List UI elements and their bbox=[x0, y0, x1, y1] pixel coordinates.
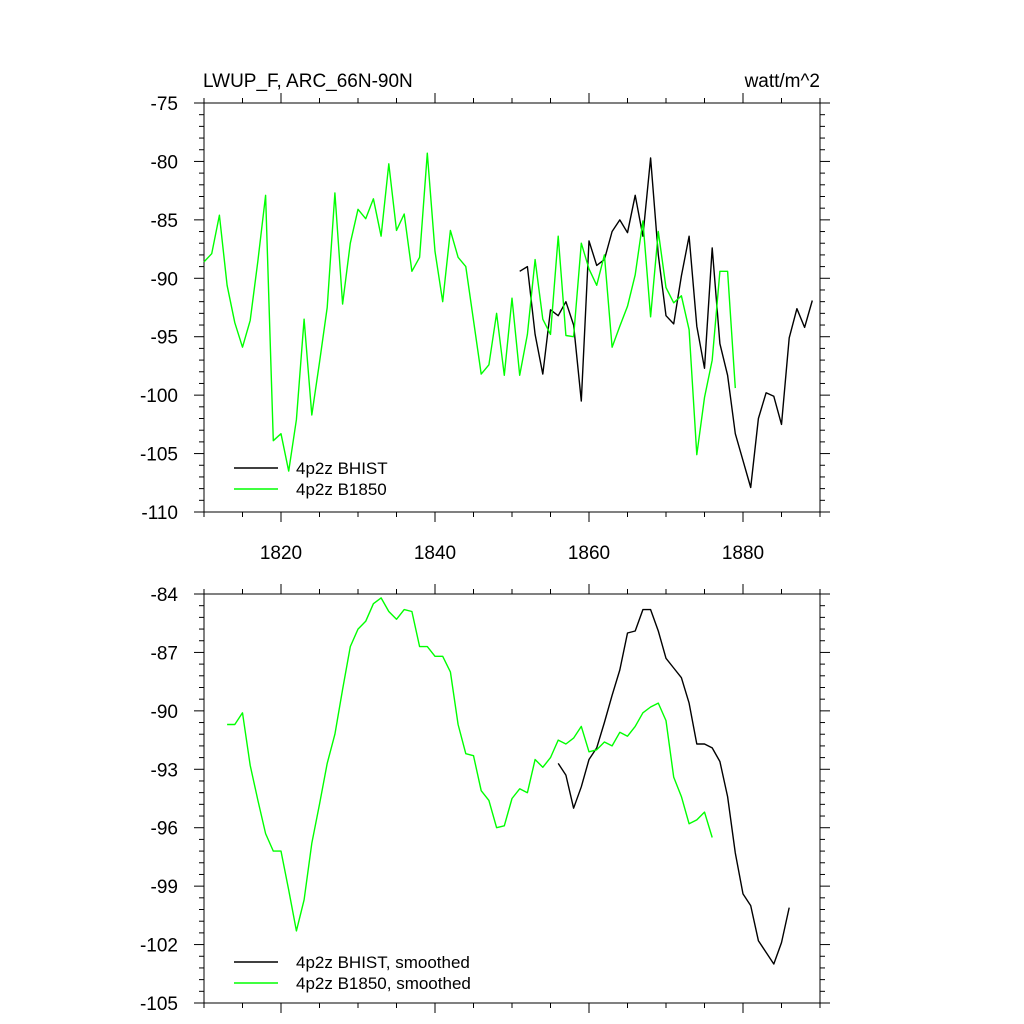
series-line bbox=[227, 597, 713, 932]
y-tick-label: -100 bbox=[140, 386, 178, 407]
y-tick-label: -96 bbox=[151, 819, 178, 840]
y-tick-label: -90 bbox=[151, 702, 178, 723]
series-line bbox=[557, 608, 790, 965]
y-tick-label: -75 bbox=[151, 94, 178, 115]
y-tick-label: -93 bbox=[151, 760, 178, 781]
chart-title: LWUP_F, ARC_66N-90N bbox=[203, 71, 413, 92]
legend-label: 4p2z BHIST, smoothed bbox=[296, 953, 470, 972]
x-tick-label: 1860 bbox=[568, 543, 610, 564]
legend-label: 4p2z B1850 bbox=[296, 480, 387, 499]
y-tick-label: -87 bbox=[151, 643, 178, 664]
y-tick-label: -99 bbox=[151, 877, 178, 898]
y-tick-label: -84 bbox=[151, 585, 179, 606]
x-tick-label: 1840 bbox=[414, 543, 456, 564]
y-tick-label: -85 bbox=[151, 211, 178, 232]
legend-label: 4p2z B1850, smoothed bbox=[296, 974, 471, 993]
y-tick-label: -95 bbox=[151, 328, 178, 349]
y-tick-label: -102 bbox=[140, 936, 178, 957]
y-tick-label: -105 bbox=[140, 994, 178, 1015]
y-tick-label: -80 bbox=[151, 152, 178, 173]
y-tick-label: -110 bbox=[141, 503, 178, 524]
x-tick-label: 1880 bbox=[722, 543, 764, 564]
units-label: watt/m^2 bbox=[744, 71, 820, 92]
y-tick-label: -105 bbox=[140, 445, 178, 466]
y-tick-label: -90 bbox=[151, 269, 178, 290]
plot-frame bbox=[203, 102, 821, 513]
raw-panel: 1820 1840 1860 1880 -110 -105 -100 -95 -90 -85 -80… bbox=[140, 93, 830, 564]
series-line bbox=[203, 152, 736, 472]
smoothed-panel: -105 -102 -99 -96 -93 -90 -87 -84 4p2z BHIST, sm… bbox=[140, 584, 830, 1015]
x-tick-label: 1820 bbox=[260, 543, 302, 564]
series-line bbox=[519, 157, 813, 489]
legend-label: 4p2z BHIST bbox=[296, 459, 388, 478]
